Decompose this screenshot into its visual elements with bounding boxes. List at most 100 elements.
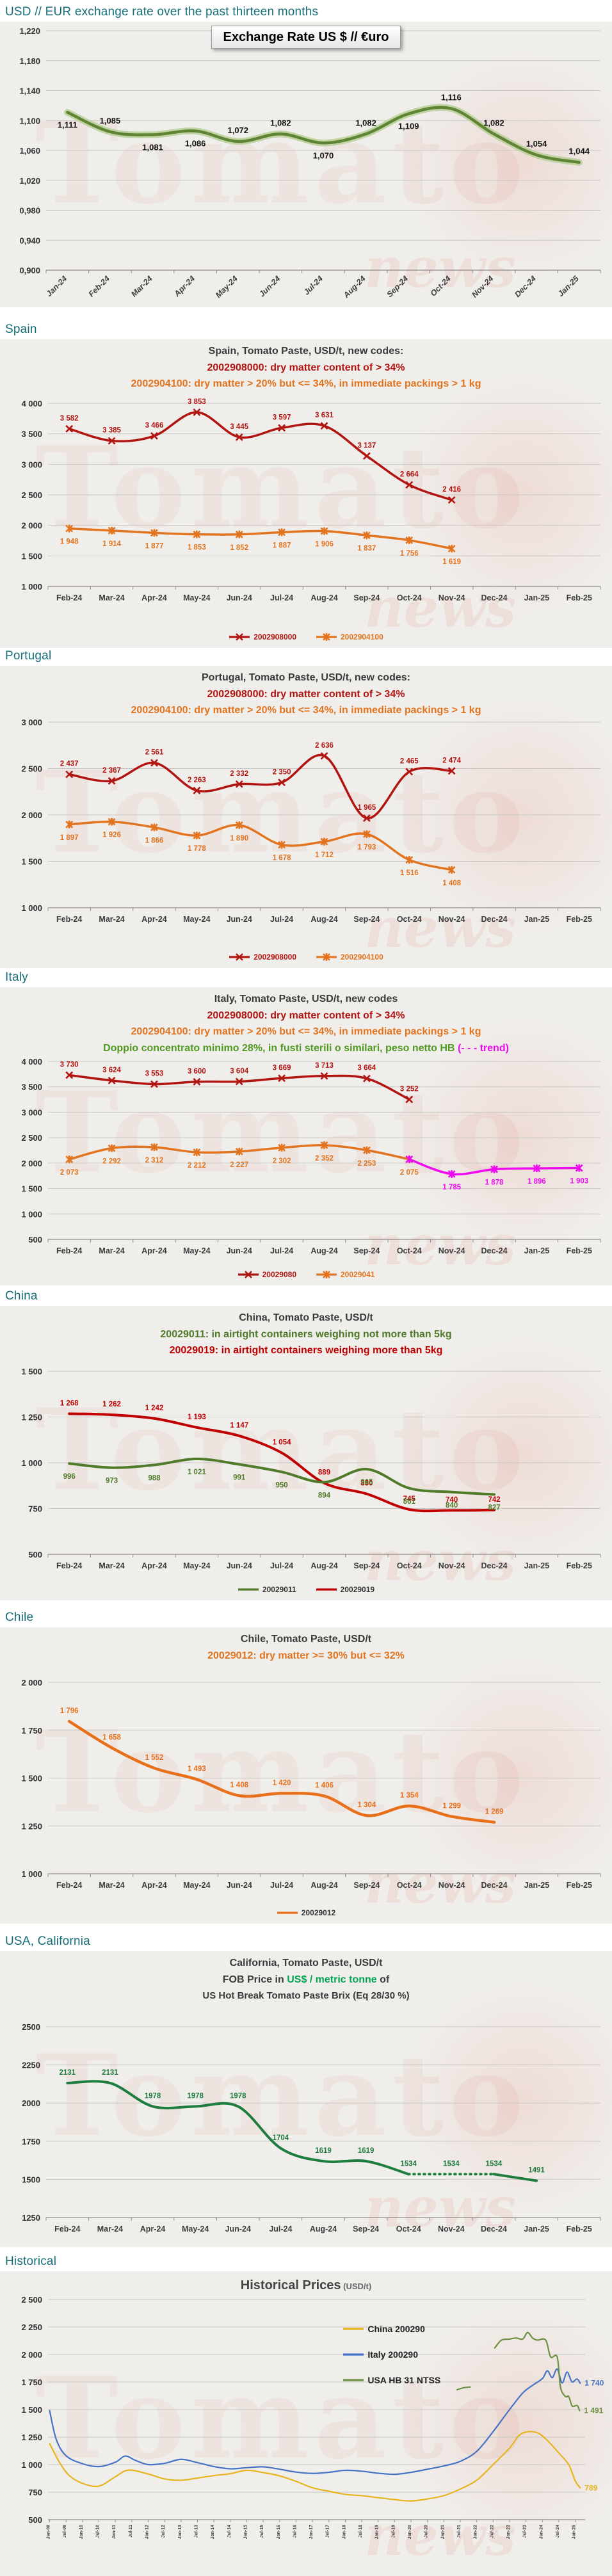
heading-text: China	[5, 1289, 38, 1303]
heading-text: Chile	[5, 1611, 34, 1624]
x-tick-label: Oct-24	[397, 1881, 422, 1890]
legend-item-usa-hb-31-ntss: USA HB 31 NTSS	[342, 2375, 440, 2385]
x-tick-label: May-24	[183, 593, 210, 602]
legend-label: 20029080	[262, 1270, 296, 1279]
point-label: 2 332	[230, 770, 248, 778]
china-series-20029019: 1 268 1 262 1 242 1 193 1 147 1 054 889 830 745 7…	[60, 1399, 501, 1513]
point-label: 1 890	[230, 835, 248, 842]
y-tick-label: 3 500	[21, 1083, 42, 1092]
x-tick-label: Jul-24	[270, 1881, 293, 1890]
x-tick-label: Apr-24	[141, 593, 167, 602]
point-label: 1 420	[273, 1779, 291, 1787]
point-label: 1 793	[357, 844, 376, 851]
point-label: 3 730	[60, 1061, 79, 1068]
y-tick-label: 2250	[22, 2061, 40, 2070]
legend-marker-x-icon	[229, 633, 250, 641]
california-plot: 1250 1500 1750 2000 2250 2500 Feb-24 Mar-24 Apr-…	[22, 2022, 601, 2234]
point-label: 3 582	[60, 415, 79, 423]
x-tick-label: Nov-24	[439, 915, 465, 924]
x-tick-label: May-24	[183, 1561, 210, 1570]
heading-text: Portugal	[5, 649, 52, 663]
y-tick-label: 500	[28, 1235, 42, 1244]
title-text: 2002908000: dry matter content of > 34%	[207, 1010, 405, 1021]
x-tick-label: May-24	[214, 274, 239, 300]
x-tick-label: Dec-24	[481, 915, 508, 924]
x-tick-label: Aug-24	[310, 915, 337, 924]
y-tick-label: 1 000	[21, 1869, 42, 1879]
x-tick-label: Jul-15	[260, 2525, 264, 2538]
x-tick-label: Apr-24	[172, 274, 197, 299]
spain-series-2002904100: 1 948 1 914 1 877 1 853 1 852 1 887 1 906 1 837…	[60, 524, 461, 566]
california-chart-subtitle-1: FOB Price in US$ / metric tonne of	[0, 1972, 612, 1988]
y-tick-label: 500	[28, 1550, 42, 1559]
point-label: 3 600	[188, 1068, 206, 1075]
x-tick-label: Sep-24	[353, 1561, 380, 1570]
point-label: 1619	[358, 2147, 374, 2155]
historical-legend: China 200290 Italy 200290 USA HB 31 NTSS	[342, 2324, 440, 2385]
x-tick-label: Sep-24	[353, 915, 380, 924]
point-label: 996	[63, 1473, 76, 1481]
point-label: 2 227	[230, 1161, 248, 1169]
point-label: 1 268	[60, 1399, 79, 1407]
y-tick-label: 750	[28, 2488, 42, 2497]
y-tick-label: 2 000	[21, 2350, 42, 2360]
point-label: 2 474	[442, 757, 461, 764]
chile-title-block: Chile, Tomato Paste, USD/t 20029012: dry …	[0, 1631, 612, 1664]
title-text: 2002904100: dry matter > 20% but <= 34%,…	[131, 1026, 481, 1038]
x-tick-label: Aug-24	[310, 1881, 337, 1890]
point-label: 827	[488, 1504, 500, 1511]
point-label: 840	[446, 1502, 458, 1509]
point-label: 3 624	[102, 1067, 121, 1074]
point-label: 1978	[145, 2092, 161, 2100]
point-label: 3 631	[315, 412, 334, 419]
point-label: 1,082	[483, 118, 504, 127]
y-tick-label: 2500	[22, 2022, 40, 2032]
x-tick-label: Feb-25	[567, 1881, 592, 1890]
point-label: 2 350	[273, 768, 291, 776]
legend-marker-line-icon	[343, 2328, 364, 2330]
legend-item-20029080: 20029080	[238, 1270, 296, 1279]
point-label: 1 406	[315, 1782, 334, 1790]
x-tick-label: Jul-12	[161, 2525, 166, 2538]
x-tick-label: Jan-17	[309, 2525, 314, 2539]
point-label: 1,109	[398, 122, 419, 131]
y-tick-label: 1250	[22, 2213, 40, 2223]
x-tick-label: Jan-15	[243, 2525, 248, 2539]
point-label: 1 054	[273, 1439, 291, 1447]
point-label: 742	[488, 1496, 500, 1504]
point-label: 1704	[273, 2134, 289, 2142]
historical-chart: Tomato news Historical Prices (USD/t) 500 75…	[0, 2271, 612, 2576]
y-tick-label: 3 500	[21, 430, 42, 439]
x-tick-label: Jan-24	[45, 274, 69, 298]
portugal-series-2002904100: 1 897 1 926 1 866 1 778 1 890 1 678 1 712 1 793…	[60, 817, 462, 887]
china-chart-title: China, Tomato Paste, USD/t	[0, 1310, 612, 1326]
x-tick-label: Jan-21	[440, 2525, 445, 2539]
y-tick-label: 1 250	[21, 1821, 42, 1831]
y-tick-label: 500	[28, 2515, 42, 2525]
point-label: 2 636	[315, 742, 334, 750]
spain-series-2002908000: 3 582 3 385 3 466 3 853 3 445 3 597 3 631 3 137…	[60, 398, 461, 504]
heading-text: Historical	[5, 2255, 57, 2268]
point-label: 1 262	[102, 1401, 121, 1408]
point-label: 1 678	[273, 855, 291, 862]
y-tick-label: 1 250	[21, 2433, 42, 2442]
point-label: 2 664	[400, 471, 419, 478]
x-tick-label: Jan-18	[342, 2525, 346, 2539]
x-tick-label: Mar-24	[97, 2225, 123, 2234]
x-tick-label: Dec-24	[481, 1246, 508, 1255]
california-series-us-hot-break-fob: 2131 2131 1978 1978 1978 1704 1619 1619 1534 1534…	[60, 2069, 545, 2182]
legend-label: 2002904100	[341, 632, 383, 641]
title-text: FOB Price in	[222, 1974, 287, 1985]
y-tick-label: 1 000	[21, 2460, 42, 2470]
point-label: 3 466	[145, 422, 164, 430]
x-tick-label: Jul-24	[302, 274, 325, 296]
historical-chart-title: Historical Prices (USD/t)	[0, 2275, 612, 2296]
point-label: 1 887	[273, 542, 291, 549]
point-label: 1,072	[227, 125, 248, 135]
x-tick-label: Feb-24	[54, 2225, 80, 2234]
chile-chart-title: Chile, Tomato Paste, USD/t	[0, 1631, 612, 1648]
x-tick-label: Jul-10	[96, 2525, 101, 2538]
spain-chart: Tomato news Spain, Tomato Paste, USD/t, ne…	[0, 339, 612, 648]
portugal-chart: Tomato news Portugal, Tomato Paste, USD/t,…	[0, 666, 612, 968]
point-label: 3 853	[188, 398, 206, 406]
